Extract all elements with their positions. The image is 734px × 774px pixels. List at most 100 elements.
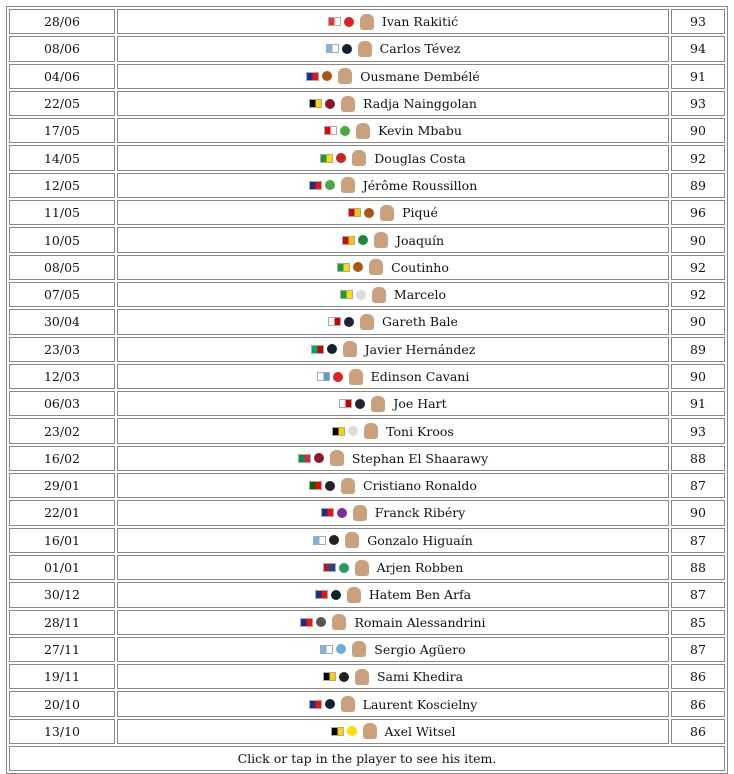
player-cell[interactable]: Ivan Rakitić [117, 9, 669, 35]
table-row[interactable]: 08/06 Carlos Tévez 94 [9, 36, 725, 62]
player-name[interactable]: Jérôme Roussillon [362, 177, 478, 193]
player-cell[interactable]: Carlos Tévez [117, 36, 669, 62]
player-name[interactable]: Carlos Tévez [379, 41, 461, 57]
player-name[interactable]: Marcelo [393, 287, 447, 303]
player-face-icon[interactable] [329, 450, 344, 467]
player-name[interactable]: Ousmane Dembélé [360, 68, 480, 84]
player-entry[interactable]: Joaquín [341, 232, 445, 249]
player-entry[interactable]: Piqué [348, 204, 438, 221]
table-row[interactable]: 12/03 Edinson Cavani 90 [9, 363, 725, 390]
player-name[interactable]: Toni Kroos [386, 423, 454, 439]
player-name[interactable]: Radja Nainggolan [363, 96, 477, 112]
player-cell[interactable]: Radja Nainggolan [117, 90, 669, 117]
player-entry[interactable]: Coutinho [337, 259, 449, 276]
table-row[interactable]: 17/05 Kevin Mbabu 90 [9, 118, 725, 144]
player-cell[interactable]: Sami Khedira [117, 664, 669, 690]
player-cell[interactable]: Franck Ribéry [117, 500, 669, 526]
table-row[interactable]: 01/01 Arjen Robben 88 [9, 554, 725, 581]
player-cell[interactable]: Gonzalo Higuaín [117, 527, 669, 553]
player-entry[interactable]: Ivan Rakitić [327, 13, 459, 30]
player-entry[interactable]: Carlos Tévez [325, 40, 461, 57]
player-name[interactable]: Coutinho [391, 259, 449, 275]
player-entry[interactable]: Stephan El Shaarawy [297, 450, 489, 467]
player-entry[interactable]: Franck Ribéry [320, 504, 465, 521]
table-row[interactable]: 20/10 Laurent Koscielny 86 [9, 691, 725, 717]
player-face-icon[interactable] [354, 668, 369, 685]
player-cell[interactable]: Sergio Agüero [117, 636, 669, 663]
player-name[interactable]: Stephan El Shaarawy [351, 450, 489, 466]
table-row[interactable]: 30/12 Hatem Ben Arfa 87 [9, 582, 725, 608]
table-row[interactable]: 28/06 Ivan Rakitić 93 [9, 9, 725, 35]
player-face-icon[interactable] [362, 723, 377, 740]
player-entry[interactable]: Gareth Bale [328, 313, 458, 330]
player-name[interactable]: Laurent Koscielny [362, 696, 478, 712]
player-name[interactable]: Arjen Robben [376, 560, 464, 576]
table-row[interactable]: 29/01 Cristiano Ronaldo 87 [9, 473, 725, 499]
table-row[interactable]: 16/01 Gonzalo Higuaín 87 [9, 527, 725, 553]
player-name[interactable]: Gareth Bale [382, 314, 458, 330]
player-cell[interactable]: Coutinho [117, 254, 669, 280]
table-row[interactable]: 19/11 Sami Khedira 86 [9, 664, 725, 690]
player-entry[interactable]: Sergio Agüero [320, 641, 466, 658]
player-name[interactable]: Gonzalo Higuaín [367, 532, 473, 548]
player-face-icon[interactable] [341, 95, 356, 112]
player-cell[interactable]: Arjen Robben [117, 554, 669, 581]
player-face-icon[interactable] [371, 286, 386, 303]
player-cell[interactable]: Joaquín [117, 227, 669, 253]
player-face-icon[interactable] [359, 13, 374, 30]
player-cell[interactable]: Piqué [117, 200, 669, 226]
player-face-icon[interactable] [371, 395, 386, 412]
player-face-icon[interactable] [342, 341, 357, 358]
player-name[interactable]: Douglas Costa [374, 150, 466, 166]
player-face-icon[interactable] [360, 313, 375, 330]
player-name[interactable]: Axel Witsel [384, 723, 456, 739]
player-entry[interactable]: Marcelo [339, 286, 447, 303]
player-face-icon[interactable] [332, 614, 347, 631]
table-row[interactable]: 22/01 Franck Ribéry 90 [9, 500, 725, 526]
player-cell[interactable]: Gareth Bale [117, 309, 669, 335]
player-entry[interactable]: Romain Alessandrini [300, 614, 486, 631]
player-face-icon[interactable] [373, 232, 388, 249]
player-name[interactable]: Ivan Rakitić [381, 14, 459, 30]
player-entry[interactable]: Axel Witsel [330, 723, 456, 740]
table-row[interactable]: 28/11 Romain Alessandrini 85 [9, 609, 725, 635]
player-name[interactable]: Javier Hernández [364, 341, 476, 357]
table-row[interactable]: 04/06 Ousmane Dembélé 91 [9, 63, 725, 89]
player-entry[interactable]: Hatem Ben Arfa [314, 586, 471, 603]
player-name[interactable]: Joaquín [395, 232, 445, 248]
player-entry[interactable]: Edinson Cavani [316, 368, 469, 385]
player-cell[interactable]: Axel Witsel [117, 718, 669, 745]
table-row[interactable]: 16/02 Stephan El Shaarawy 88 [9, 445, 725, 472]
player-face-icon[interactable] [380, 204, 395, 221]
table-row[interactable]: 22/05 Radja Nainggolan 93 [9, 90, 725, 117]
player-entry[interactable]: Javier Hernández [310, 341, 476, 358]
player-entry[interactable]: Toni Kroos [332, 423, 454, 440]
player-cell[interactable]: Javier Hernández [117, 336, 669, 362]
table-row[interactable]: 23/03 Javier Hernández 89 [9, 336, 725, 362]
player-cell[interactable]: Romain Alessandrini [117, 609, 669, 635]
player-cell[interactable]: Stephan El Shaarawy [117, 445, 669, 472]
table-row[interactable]: 10/05 Joaquín 90 [9, 227, 725, 253]
table-row[interactable]: 07/05 Marcelo 92 [9, 281, 725, 308]
player-name[interactable]: Sergio Agüero [374, 641, 466, 657]
player-entry[interactable]: Radja Nainggolan [309, 95, 477, 112]
player-entry[interactable]: Douglas Costa [320, 150, 466, 167]
player-face-icon[interactable] [340, 177, 355, 194]
player-name[interactable]: Kevin Mbabu [378, 123, 462, 139]
player-cell[interactable]: Kevin Mbabu [117, 118, 669, 144]
player-entry[interactable]: Ousmane Dembélé [306, 68, 480, 85]
player-entry[interactable]: Joe Hart [339, 395, 447, 412]
player-name[interactable]: Piqué [402, 205, 438, 221]
player-name[interactable]: Sami Khedira [376, 669, 464, 685]
player-entry[interactable]: Sami Khedira [322, 668, 464, 685]
player-face-icon[interactable] [369, 259, 384, 276]
player-cell[interactable]: Ousmane Dembélé [117, 63, 669, 89]
player-face-icon[interactable] [357, 40, 372, 57]
player-name[interactable]: Joe Hart [393, 396, 447, 412]
player-face-icon[interactable] [364, 423, 379, 440]
table-row[interactable]: 13/10 Axel Witsel 86 [9, 718, 725, 745]
player-face-icon[interactable] [341, 477, 356, 494]
table-row[interactable]: 30/04 Gareth Bale 90 [9, 309, 725, 335]
player-cell[interactable]: Laurent Koscielny [117, 691, 669, 717]
player-face-icon[interactable] [345, 532, 360, 549]
